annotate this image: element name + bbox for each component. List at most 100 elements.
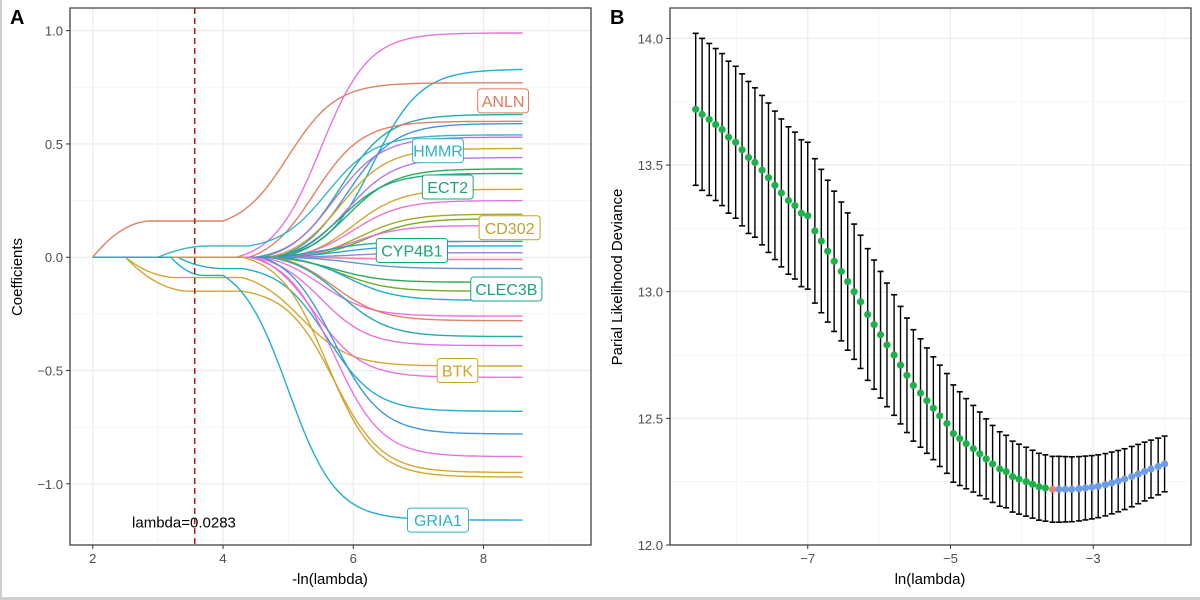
deviance-point xyxy=(744,153,753,162)
y-tick-label: 12.5 xyxy=(638,411,663,426)
figure-border-bottom xyxy=(0,597,1200,600)
deviance-point xyxy=(1088,483,1096,491)
deviance-point xyxy=(1134,470,1142,478)
deviance-point xyxy=(751,158,759,167)
panel-a-coefficient-paths xyxy=(92,32,523,521)
panel-b-x-axis-title: ln(lambda) xyxy=(895,571,966,588)
deviance-point xyxy=(864,310,872,319)
panel-a-x-axis-title: -ln(lambda) xyxy=(292,571,368,588)
panel-a-axes: 2 4 6 8 1.0 0.5 0.0 −0.5 −1.0 xyxy=(37,7,592,566)
y-tick-label: 0.0 xyxy=(45,250,63,265)
x-tick-label: 6 xyxy=(350,551,357,566)
gene-label-text: GRIA1 xyxy=(414,513,462,530)
deviance-point xyxy=(777,189,785,197)
coef-path-hmmr xyxy=(92,134,523,258)
x-tick-label: 8 xyxy=(480,551,487,566)
deviance-point xyxy=(1128,473,1136,481)
gene-label-btk: BTK xyxy=(436,358,479,384)
y-tick-label: 0.5 xyxy=(45,137,63,152)
deviance-point xyxy=(1008,473,1017,481)
y-tick-label: −1.0 xyxy=(37,477,63,492)
deviance-point xyxy=(1108,479,1116,487)
panel-b-cv-deviance: B −7 −5 −314.013.513.012.512.0 ln(lambda) … xyxy=(609,7,1192,588)
deviance-point xyxy=(692,105,700,113)
deviance-point xyxy=(890,351,898,359)
deviance-point xyxy=(1147,465,1155,473)
deviance-point xyxy=(856,298,865,306)
deviance-point xyxy=(738,146,746,154)
deviance-point xyxy=(988,460,997,468)
gene-label-cd302: CD302 xyxy=(478,215,541,241)
gene-label-box xyxy=(470,276,543,302)
deviance-point xyxy=(758,166,766,174)
deviance-point xyxy=(1061,485,1069,493)
y-tick-label: 14.0 xyxy=(638,31,663,46)
deviance-point xyxy=(896,361,905,369)
gene-label-box xyxy=(375,237,449,263)
deviance-point xyxy=(764,174,773,182)
min-deviance-point xyxy=(1048,485,1057,493)
deviance-point xyxy=(705,115,713,124)
panel-b-gridlines xyxy=(670,8,1191,546)
deviance-point xyxy=(929,404,937,412)
x-tick-label: −3 xyxy=(1086,551,1101,566)
deviance-point xyxy=(1055,485,1063,493)
deviance-point xyxy=(996,465,1004,473)
deviance-point xyxy=(837,267,845,276)
deviance-point xyxy=(936,412,944,420)
deviance-point xyxy=(1094,482,1102,490)
deviance-point xyxy=(1160,460,1169,468)
panel-b-frame xyxy=(669,7,1192,546)
deviance-point xyxy=(1075,485,1083,493)
x-tick-label: 4 xyxy=(219,551,226,566)
gene-label-text: HMMR xyxy=(413,144,463,161)
x-tick-label: 2 xyxy=(89,551,96,566)
panel-b-tag: B xyxy=(610,7,624,29)
deviance-point xyxy=(850,288,858,296)
deviance-point xyxy=(712,120,720,129)
deviance-point xyxy=(1081,484,1089,492)
deviance-point xyxy=(943,419,951,428)
gene-label-gria1: GRIA1 xyxy=(406,507,469,533)
deviance-point xyxy=(784,196,793,205)
deviance-point xyxy=(1114,477,1122,485)
y-tick-label: 13.5 xyxy=(638,158,663,173)
deviance-point xyxy=(724,133,733,141)
deviance-point xyxy=(824,247,832,255)
gene-label-box xyxy=(478,215,541,241)
gene-label-text: BTK xyxy=(442,364,473,381)
deviance-point xyxy=(797,209,805,217)
deviance-point xyxy=(830,257,838,265)
gene-label-ect2: ECT2 xyxy=(421,174,474,200)
deviance-point xyxy=(876,331,885,339)
coef-path-path-35 xyxy=(92,256,523,474)
gene-label-anln: ANLN xyxy=(477,88,529,114)
deviance-point xyxy=(718,125,726,134)
panel-b-y-axis-title: Parial Likelihood Deviance xyxy=(609,189,626,366)
deviance-point xyxy=(771,181,779,189)
deviance-point xyxy=(1035,483,1043,491)
panel-a-y-axis-title: Coefficients xyxy=(9,238,26,316)
panel-a-gene-labels: ANLN HMMR ECT2 CD302 CYP4B1 CLEC3B BTK GRIA1 xyxy=(375,88,543,533)
deviance-point xyxy=(817,237,825,245)
gene-label-text: ANLN xyxy=(482,94,525,111)
gene-label-text: CLEC3B xyxy=(475,282,537,299)
gene-label-cyp4b1: CYP4B1 xyxy=(375,237,449,263)
gene-label-box xyxy=(436,358,479,384)
panel-a-tag: A xyxy=(10,7,24,29)
deviance-point xyxy=(844,277,852,286)
deviance-point xyxy=(976,450,984,458)
gene-label-box xyxy=(421,174,474,200)
deviance-point xyxy=(982,455,990,463)
panel-a-lambda-annotation: lambda=0.0283 xyxy=(132,514,236,531)
panel-a-lasso-paths: A ANLNHMMRECT2CD302CYP4B1CLEC3BBTKGRIA1 … xyxy=(9,7,592,588)
coef-path-anln xyxy=(92,82,523,258)
panel-b-plot-background xyxy=(670,8,1191,545)
deviance-point xyxy=(791,201,799,210)
deviance-point xyxy=(870,321,878,329)
deviance-point xyxy=(1015,475,1023,483)
y-tick-label: −0.5 xyxy=(37,364,63,379)
deviance-point xyxy=(698,110,706,118)
deviance-point xyxy=(1068,485,1076,493)
